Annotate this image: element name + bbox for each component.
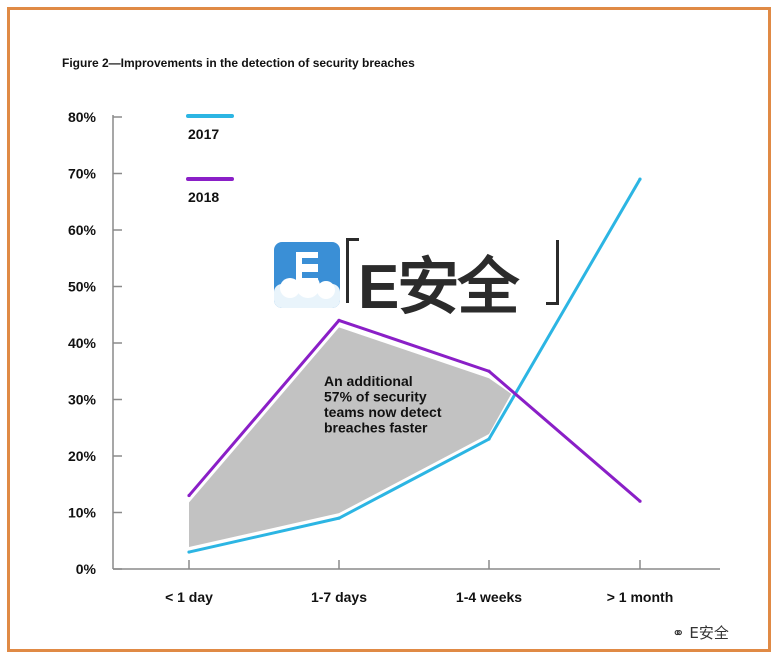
- x-tick-label: 1-7 days: [311, 589, 367, 605]
- x-tick-label: 1-4 weeks: [456, 589, 522, 605]
- data-point-2018: [337, 318, 341, 322]
- data-point-2017: [638, 177, 642, 181]
- y-tick-label: 80%: [68, 109, 97, 125]
- data-point-2017: [337, 516, 341, 520]
- wechat-icon: ⚭: [672, 624, 685, 642]
- y-tick-label: 70%: [68, 166, 97, 182]
- y-tick-label: 60%: [68, 222, 97, 238]
- data-point-2018: [638, 499, 642, 503]
- y-tick-label: 40%: [68, 335, 97, 351]
- y-tick-label: 0%: [76, 561, 97, 577]
- legend-label-2018: 2018: [188, 189, 219, 205]
- footer-watermark-text: E安全: [689, 624, 729, 642]
- watermark-text: E安全: [358, 253, 519, 322]
- legend: 2017 2018: [186, 114, 234, 205]
- figure-frame: [7, 7, 771, 652]
- y-tick-label: 30%: [68, 392, 97, 408]
- annotation-line: teams now detect: [324, 404, 442, 420]
- shaded-area: [189, 327, 512, 548]
- legend-label-2017: 2017: [188, 126, 219, 142]
- chart-title: Figure 2—Improvements in the detection o…: [62, 56, 415, 70]
- e-logo-icon: [274, 242, 340, 308]
- x-tick-label: > 1 month: [607, 589, 674, 605]
- footer-watermark: ⚭ E安全: [672, 622, 729, 643]
- data-point-2017: [487, 437, 491, 441]
- data-point-2018: [487, 369, 491, 373]
- watermark-bracket-right: [546, 240, 559, 305]
- watermark-bracket-left: [346, 238, 359, 303]
- y-tick-label: 50%: [68, 279, 97, 295]
- annotation-line: 57% of security: [324, 389, 427, 405]
- series-lines: [187, 177, 642, 554]
- annotation-line: breaches faster: [324, 420, 428, 436]
- data-point-2018: [187, 493, 191, 498]
- x-tick-label: < 1 day: [165, 589, 213, 605]
- y-tick-label: 10%: [68, 505, 97, 521]
- y-tick-label: 20%: [68, 448, 97, 464]
- improvement-shaded-region: [189, 327, 512, 548]
- axes: 0% 10% 20% 30% 40% 50% 60% 70% 80% < 1 day 1-7 day…: [68, 109, 720, 605]
- series-line-2018: [187, 318, 641, 503]
- series-line-2017: [188, 178, 642, 554]
- annotation-line: An additional: [324, 373, 413, 389]
- data-point-2017: [187, 550, 191, 554]
